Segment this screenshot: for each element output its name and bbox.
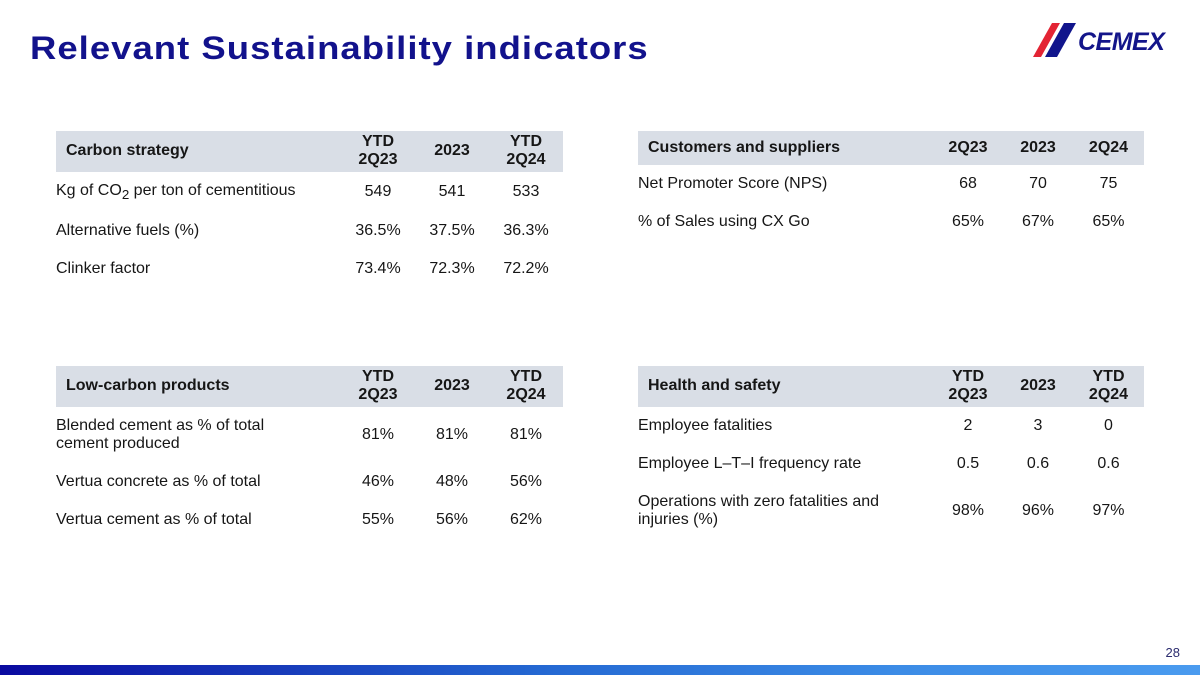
svg-text:CEMEX: CEMEX: [1078, 28, 1166, 56]
